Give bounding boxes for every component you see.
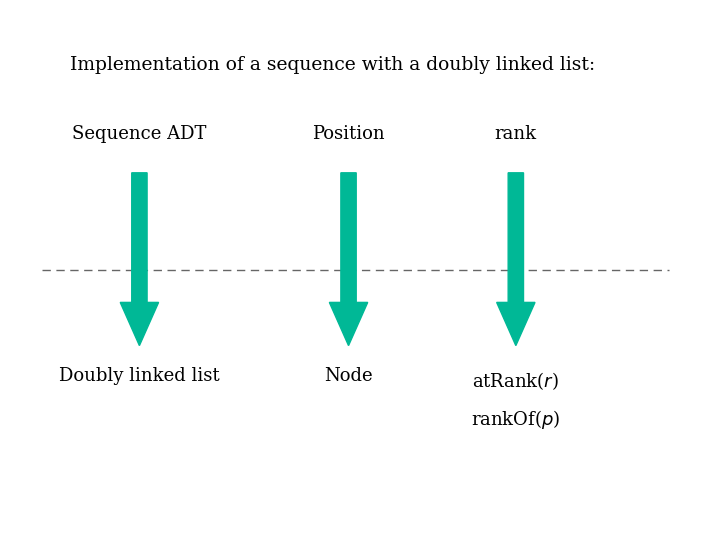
Text: rankOf($p$): rankOf($p$) [471, 408, 560, 431]
FancyArrow shape [497, 173, 535, 346]
FancyArrow shape [120, 173, 158, 346]
Text: rank: rank [495, 125, 537, 143]
Text: Node: Node [324, 367, 373, 385]
Text: Position: Position [312, 125, 385, 143]
Text: Implementation of a sequence with a doubly linked list:: Implementation of a sequence with a doub… [70, 56, 595, 74]
Text: Sequence ADT: Sequence ADT [72, 125, 207, 143]
Text: Doubly linked list: Doubly linked list [59, 367, 220, 385]
FancyArrow shape [329, 173, 368, 346]
Text: atRank($r$): atRank($r$) [472, 370, 559, 392]
